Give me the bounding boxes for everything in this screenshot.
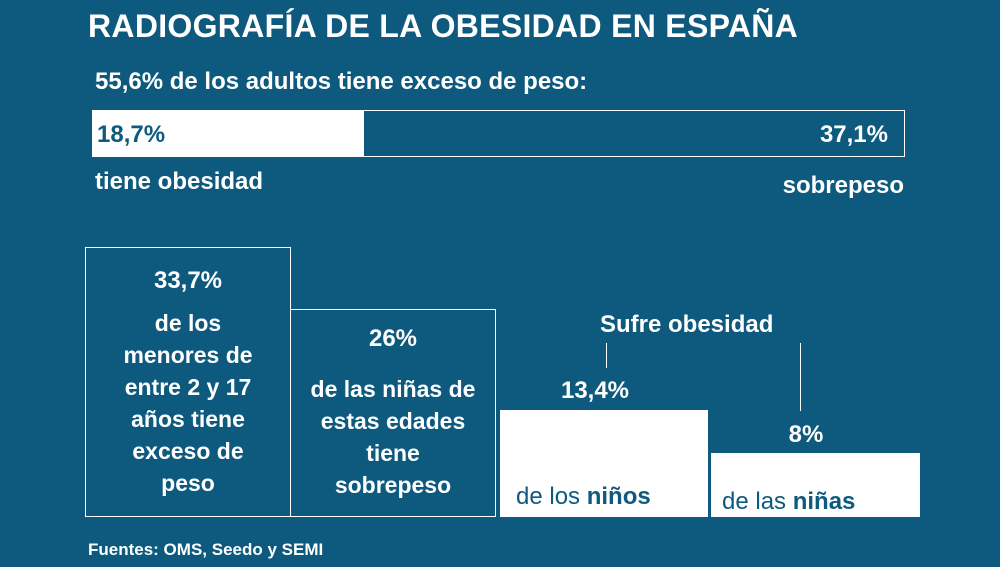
girls-caption: de las niñas de estas edades tiene sobre… [310, 376, 476, 498]
girls-obesity-caption: de las niñas [722, 488, 855, 516]
girls-label: 26% [368, 325, 418, 352]
girls-obesity-box [711, 453, 920, 517]
obesity-label: 18,7% [97, 121, 166, 148]
connector [606, 343, 607, 368]
connector [800, 343, 801, 411]
title: RADIOGRAFÍA DE LA OBESIDAD EN ESPAÑA [88, 8, 799, 44]
obesity-heading: Sufre obesidad [600, 311, 774, 338]
caption-prefix: de los [516, 483, 581, 510]
overweight-caption: sobrepeso [782, 172, 904, 199]
adults-heading: 55,6% de los adultos tiene exceso de pes… [95, 68, 588, 95]
boys-label: 13,4% [560, 376, 630, 404]
caption-bold: niños [586, 483, 651, 510]
caption-bold: niñas [792, 488, 856, 515]
girls-box [290, 309, 496, 517]
boys-caption: de los niños [516, 483, 651, 511]
obesity-caption: tiene obesidad [95, 168, 264, 195]
source: Fuentes: OMS, Seedo y SEMI [88, 540, 324, 559]
obesity-segment [92, 110, 365, 157]
caption-prefix: de las [722, 488, 787, 515]
overweight-label: 37,1% [819, 121, 888, 148]
minors-label: 33,7% [153, 267, 223, 295]
girls-obesity-label: 8% [788, 421, 824, 448]
boys-box [500, 409, 708, 517]
minors-caption: de los menores de entre 2 y 17 años tien… [123, 310, 253, 497]
